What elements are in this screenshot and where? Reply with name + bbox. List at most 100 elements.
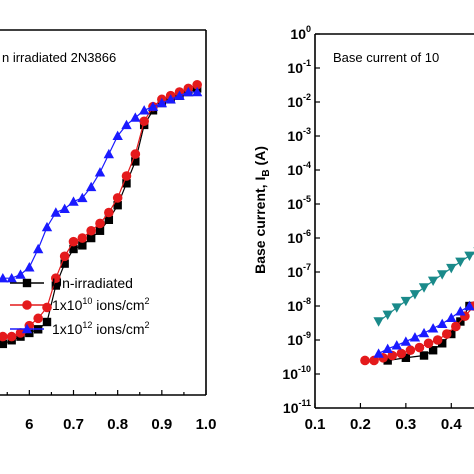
left-series-0-point [86, 233, 96, 243]
left-series-1-point [42, 302, 52, 313]
left-x-tick-label: 0.7 [63, 416, 84, 433]
left-series-1-point [95, 218, 105, 229]
right-series-3-point [455, 257, 466, 267]
right-plot-area [360, 247, 474, 366]
left-series-1-point [104, 207, 114, 218]
left-series-2-point [112, 130, 123, 141]
left-series-2-point [130, 112, 141, 122]
left-series-0-point [95, 226, 105, 235]
right-series-3-point [446, 263, 457, 274]
left-series-2-point [24, 262, 35, 272]
right-series-2-point [409, 332, 421, 342]
left-series-1-point [130, 149, 141, 159]
right-series-2-point [382, 343, 393, 354]
left-series-2-point [77, 192, 88, 203]
left-series-0-point [131, 157, 140, 166]
right-series-2-point [464, 300, 474, 311]
right-series-3-point [418, 283, 430, 293]
left-series-1-point [192, 79, 202, 90]
left-series-0-point [104, 215, 114, 224]
left-series-0-point [42, 317, 52, 327]
left-series-2-point [6, 273, 17, 283]
left-x-tick-label: 6 [25, 416, 33, 433]
right-series-2-point [391, 340, 402, 350]
left-series-0-point [0, 339, 8, 349]
left-series-1-point [6, 331, 17, 342]
left-x-tick-label: 0.8 [107, 416, 128, 433]
right-series-3-point [427, 276, 439, 287]
right-series-1-point [387, 350, 398, 361]
left-series-1-point [59, 251, 70, 262]
left-series-2-point [156, 97, 168, 108]
right-y-tick-label: 10-7 [287, 262, 311, 280]
right-y-ticks: 10-11 10-10 10-9 10-8 10-7 10-6 10-5 10-4 10-3 10… [282, 24, 320, 416]
right-axes [314, 33, 474, 409]
right-series-1-point [369, 355, 379, 366]
right-series-2-point [373, 348, 384, 358]
left-series-0-point [60, 259, 69, 268]
left-series-0-point [122, 179, 131, 188]
right-y-tick-label: 100 [290, 24, 311, 42]
right-series-1-point [360, 355, 370, 366]
left-series-2-point [0, 273, 9, 283]
right-series-2-point [455, 306, 466, 316]
left-series-1-point [68, 236, 79, 247]
right-y-tick-label: 10-2 [287, 92, 311, 110]
legend-label-2: 1x1012 ions/cm2 [52, 320, 150, 337]
right-series-1-point [396, 348, 407, 359]
right-series-group [360, 247, 474, 366]
right-series-2-point [400, 336, 412, 346]
legend-label-0: Un-irradiated [52, 275, 133, 291]
right-series-2-point [446, 312, 457, 322]
right-chart: Base current of 10 0.1 0.2 0.3 0.4 10-1110-… [252, 24, 474, 433]
right-series-3-point [382, 310, 393, 321]
right-y-tick-label: 10-5 [287, 194, 311, 212]
left-series-2-point [191, 86, 203, 97]
left-x-tick-label: 0.9 [151, 416, 172, 433]
left-series-2-point [165, 94, 176, 104]
right-x-ticks: 0.1 0.2 0.3 0.4 [305, 403, 463, 433]
right-series-0-point [419, 351, 429, 360]
right-series-2-point [418, 327, 430, 338]
right-series-0-point [438, 339, 447, 348]
left-series-0-point [113, 201, 122, 210]
right-series-2-point [437, 318, 448, 328]
left-series-2-point [15, 269, 26, 279]
left-series-2-point [138, 105, 150, 115]
right-x-tick-label: 0.3 [395, 416, 416, 433]
left-x-tick-label: 1.0 [196, 416, 217, 433]
right-series-3-point [437, 270, 448, 280]
right-y-tick-label: 10-6 [287, 228, 311, 246]
legend-marker-0 [22, 278, 32, 288]
left-series-2-point [50, 207, 62, 217]
right-series-3-point [464, 251, 474, 261]
left-series-line-2 [0, 91, 198, 281]
left-series-0-point [51, 281, 61, 290]
right-y-axis-label: Base current, IB (A) [252, 146, 272, 274]
right-series-3-point [409, 290, 421, 300]
left-series-2-point [85, 181, 97, 192]
legend-marker-1 [22, 300, 32, 310]
left-series-1-point [0, 331, 8, 342]
left-series-2-point [183, 86, 194, 97]
right-y-tick-label: 10-10 [282, 364, 311, 382]
left-series-1-point [112, 193, 123, 203]
legend-marker-2 [21, 323, 33, 334]
left-plot-area [0, 79, 203, 349]
right-y-tick-label: 10-9 [287, 330, 311, 348]
left-series-0-point [69, 244, 78, 254]
right-x-tick-label: 0.2 [350, 416, 371, 433]
right-series-1-point [451, 321, 461, 332]
right-series-1-point [405, 345, 416, 356]
left-chart-title: n irradiated 2N3866 [2, 50, 116, 65]
left-chart: n irradiated 2N3866 6 0.7 0.8 0.9 1.0 Un-irr… [0, 29, 217, 433]
left-series-2-point [94, 167, 106, 177]
right-series-1-point [441, 329, 452, 339]
right-series-0-point [401, 353, 411, 362]
left-legend: Un-irradiated 1x1010 ions/cm2 1x1012 ions/… [10, 275, 150, 337]
left-series-1-point [121, 171, 132, 181]
right-x-tick-label: 0.4 [441, 416, 463, 433]
left-series-2-point [121, 119, 132, 130]
right-y-tick-label: 10-1 [287, 58, 311, 76]
legend-label-1: 1x1010 ions/cm2 [52, 296, 150, 313]
